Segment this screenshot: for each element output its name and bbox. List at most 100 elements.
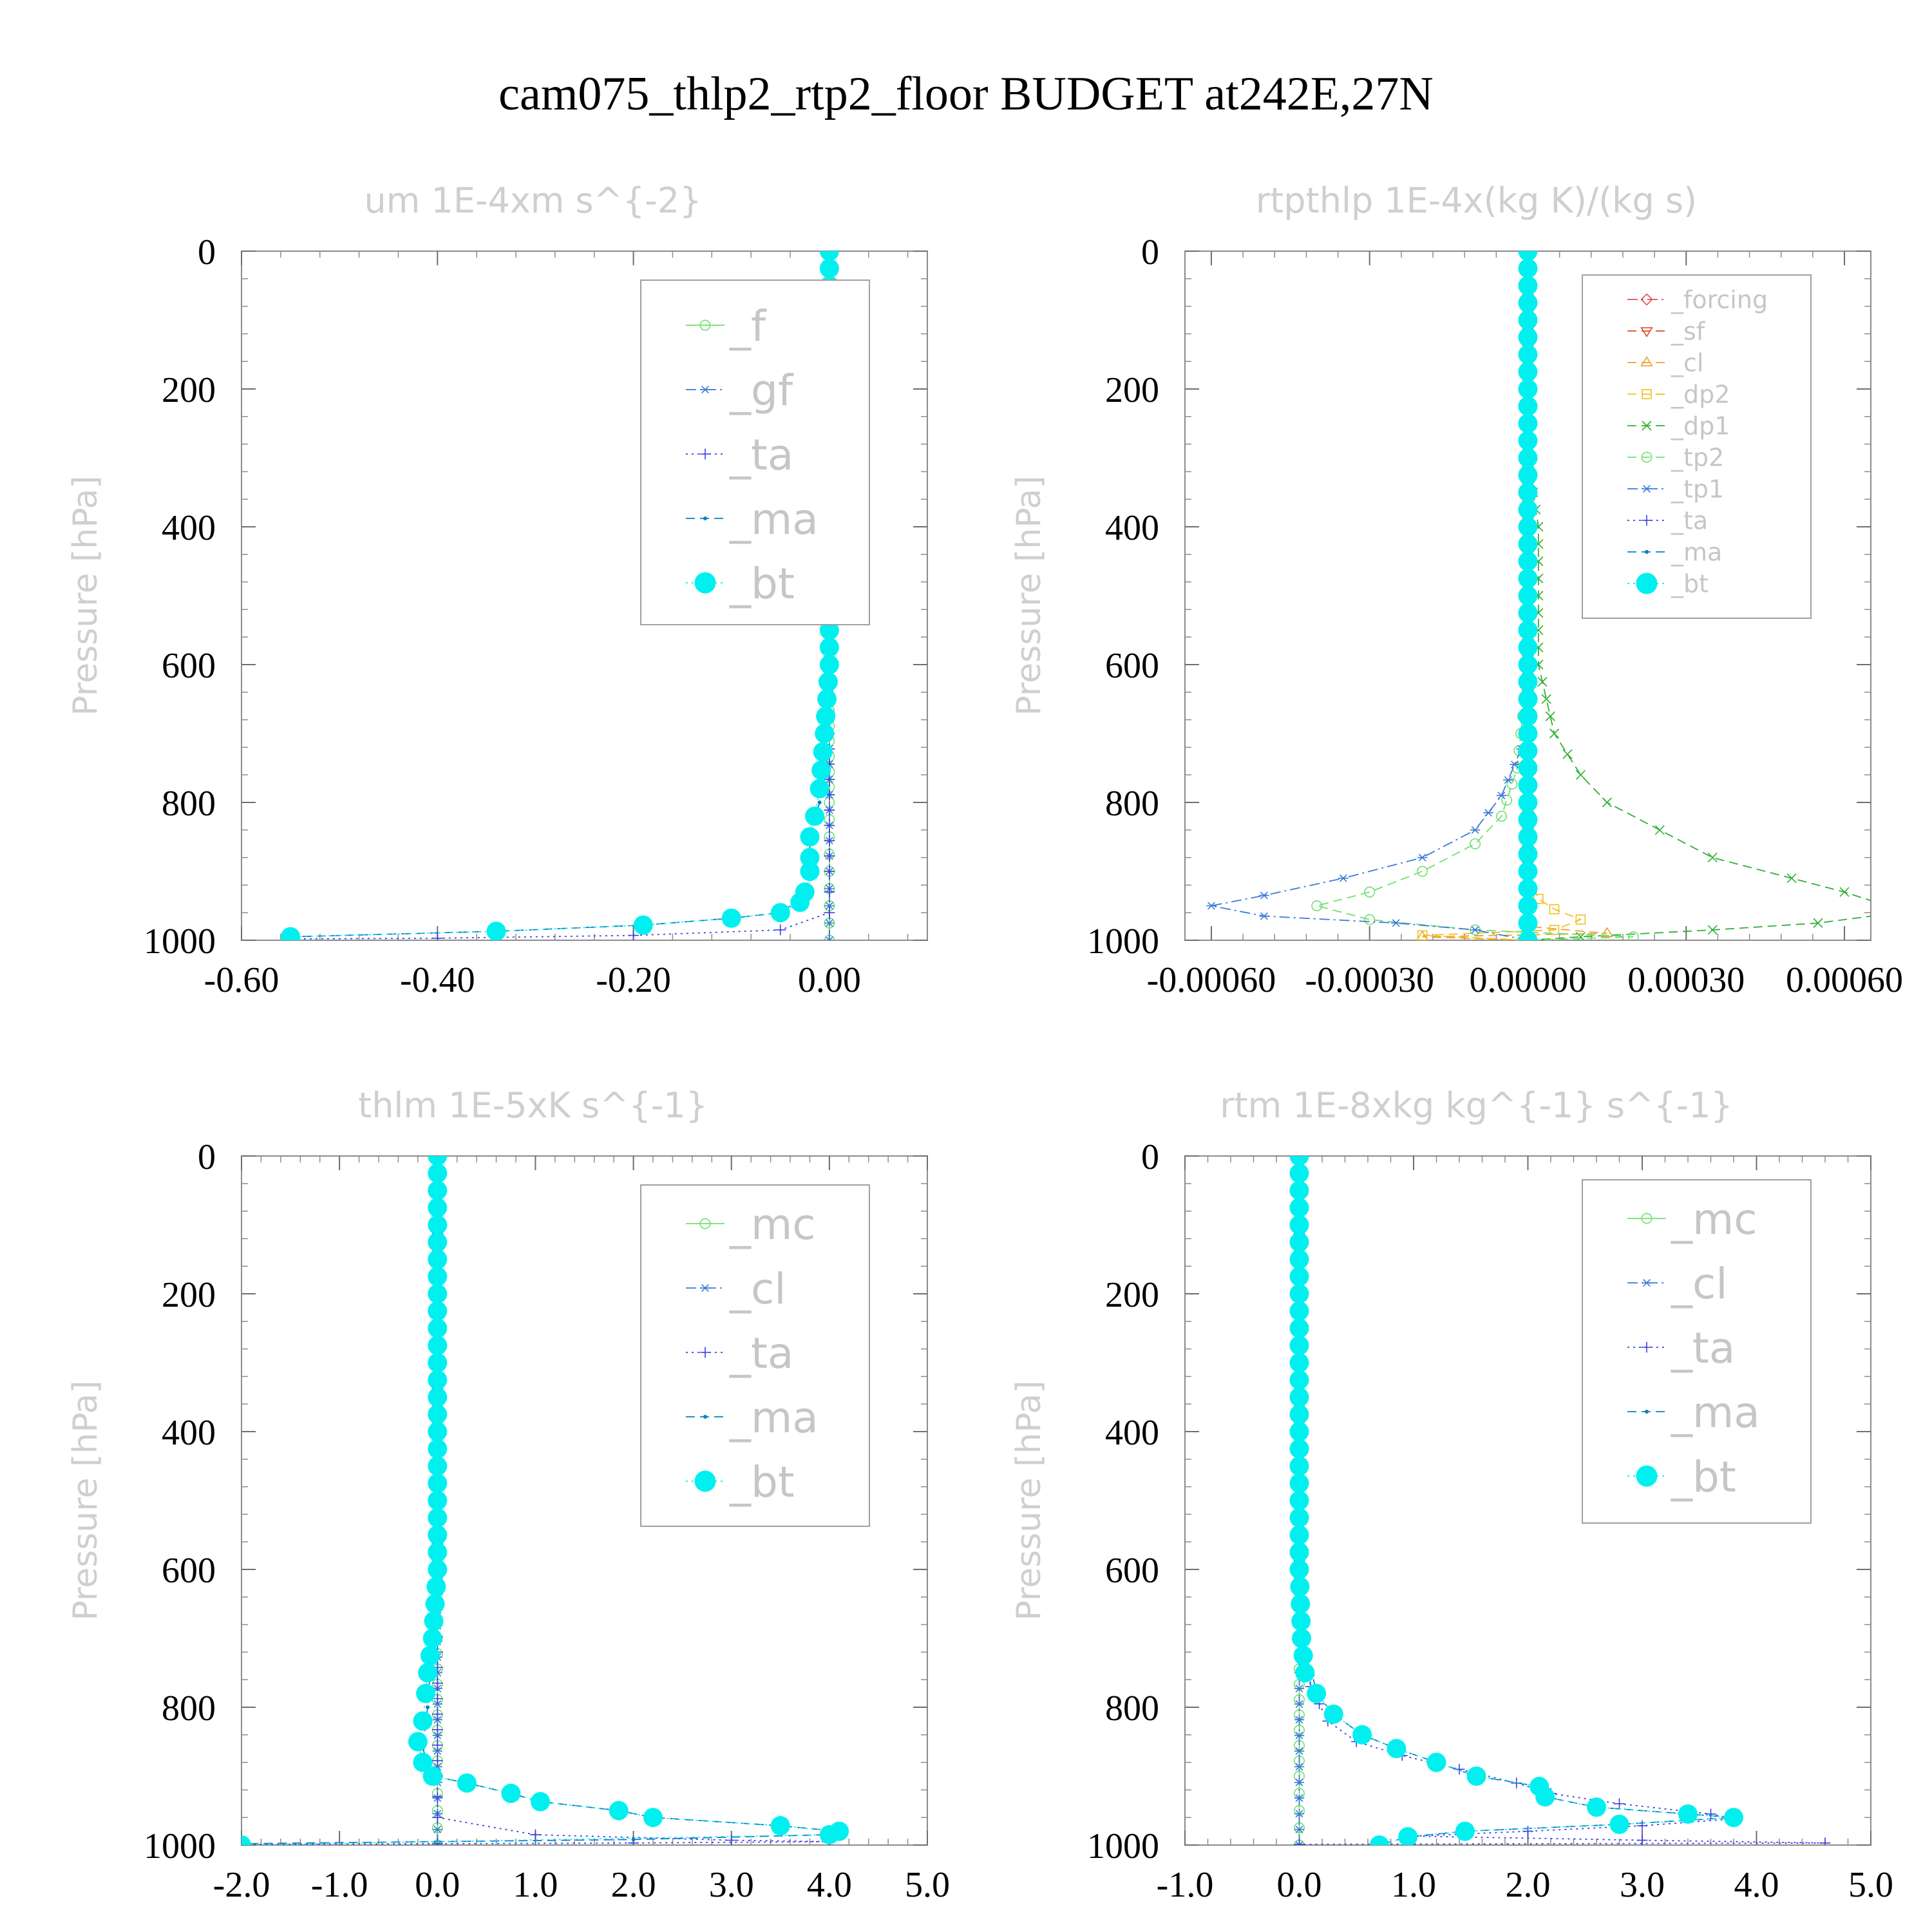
series-marker_bt [1518,741,1538,761]
series-marker_tp2 [1364,914,1376,925]
series-marker_cl [1294,1794,1305,1803]
series-marker_cl [1600,927,1614,938]
series-marker_dp1 [1839,887,1850,897]
series-marker_bt [1398,1827,1418,1845]
legend-box [640,279,870,625]
x-tick-label: 3.0 [709,1865,754,1905]
series-marker_bt [1518,603,1538,623]
series-marker_bt [1518,758,1538,778]
series-marker_tp1 [1338,874,1349,882]
x-tick-label: -0.40 [400,960,475,1000]
series-marker_bt [1289,1353,1309,1372]
series-marker_cl [1294,1731,1305,1739]
series-marker_dp2 [1549,904,1560,914]
series-marker_ta [1636,1835,1648,1845]
series-marker_cl [432,1731,442,1739]
series-marker_ta [431,1791,443,1803]
legend-box [640,1184,870,1527]
series-marker_bt [1369,1835,1389,1845]
series-marker_tp2 [1627,931,1639,940]
series-marker_bt [1518,620,1538,640]
legend-marker_tp2 [1641,451,1653,463]
series-marker_bt [428,1439,448,1459]
legend-label: _tp2 [1671,444,1724,472]
chart-panel-3: thlm 1E-5xK s^{-1} Pressure [hPa] -2.0 -1.0… [66,1085,950,1905]
series-marker_tp2 [1364,886,1376,898]
series-marker_bt [1518,413,1538,433]
chart-panel-2: rtpthlp 1E-4x(kg K)/(kg s) Pressure [hPa]… [1010,180,1903,1000]
series-line_bt [1298,1156,1734,1845]
series-marker_bt [428,1215,448,1235]
y-tick-label: 800 [162,1689,216,1728]
legend-box [1582,1179,1812,1524]
series-marker_cl [1294,1716,1305,1724]
series-marker_bt [1289,1405,1309,1425]
series-marker_bt [1289,1456,1309,1476]
series-marker_dp1 [1707,853,1718,863]
series-marker_bt [1518,517,1538,536]
series-marker_bt [413,1711,433,1731]
series-marker_bt [422,1629,442,1648]
series-marker_ta [431,1739,443,1751]
series-marker_tp1 [1390,919,1401,927]
y-tick-label: 0 [1141,1137,1159,1177]
series-marker_ta [824,907,835,918]
series-marker_tp2 [1417,866,1428,877]
series-marker_bt [816,706,836,726]
series-marker_bt [1518,569,1538,589]
series-marker_bt [1678,1804,1698,1824]
series-marker_ta [1294,1839,1305,1845]
series-marker_bt [819,1824,839,1844]
x-tick-label: 0.00060 [1786,960,1903,1000]
legend-label: _ma [729,495,819,544]
series-marker_bt [428,1249,448,1269]
legend-label: _cl [1671,349,1703,377]
series-marker_bt [428,1318,448,1338]
series-marker_cl [1294,1841,1305,1845]
series-marker_bt [1724,1808,1743,1828]
y-tick-label: 200 [1105,1275,1159,1315]
series-marker_bt [1518,258,1538,278]
legend-label: _cl [1671,1259,1728,1309]
y-tick-label: 600 [162,1551,216,1591]
series-marker_bt [428,1405,448,1425]
series-marker_bt [428,1387,448,1407]
series-marker_cl [1294,1763,1305,1771]
series-marker_tp1 [1259,891,1269,900]
series-marker_bt [1609,1814,1629,1834]
series-marker_cl [432,1700,442,1709]
legend: _mc _cl _ta _ma _bt [1582,1179,1812,1524]
series-marker_ta [628,930,639,940]
series-marker_bt [1518,586,1538,605]
series-marker_bt [819,251,839,261]
y-tick-label: 400 [1105,508,1159,548]
series-marker_bt [428,1267,448,1287]
y-tick-label: 600 [162,646,216,686]
y-tick-label: 400 [162,508,216,548]
series-marker_tp1 [1259,912,1269,920]
series-marker_tp2 [1496,810,1508,822]
series-marker_bt [1289,1336,1309,1356]
plot-frame [241,1155,928,1846]
legend: _mc _cl _ta _ma _bt [640,1184,870,1527]
series-marker_bt [424,1611,444,1631]
series-marker_bt [1518,638,1538,658]
y-axis-label: Pressure [hPa] [1010,1381,1048,1621]
legend-label: _forcing [1671,286,1768,314]
series-marker_bt [242,1835,251,1845]
series-marker_bt [818,672,838,692]
series-marker_bt [428,1163,448,1183]
series-marker_bt [1518,396,1538,416]
series-marker_tp1 [1417,853,1428,862]
series-marker_bt [1289,1508,1309,1528]
series-marker_tp2 [1501,794,1513,806]
series-marker_tp1 [1503,776,1513,784]
series-marker_cl [1294,1778,1305,1786]
series-marker_dp1 [1537,677,1548,687]
legend-marker_dp2 [1642,389,1652,399]
series-marker_bt [426,1577,446,1596]
series-marker_bt [1518,431,1538,451]
series-marker_bt [428,1198,448,1218]
legend-marker_bt [1636,573,1658,594]
series-marker_bt [428,1353,448,1372]
